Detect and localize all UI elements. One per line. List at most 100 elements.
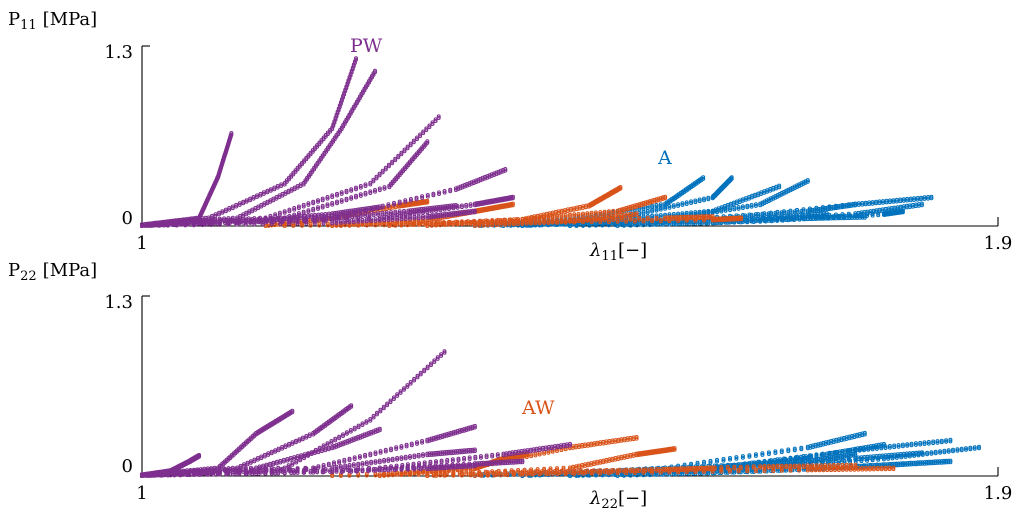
data-point [870, 200, 875, 205]
y-tick-label-bottom-max: 1.3 [104, 292, 133, 313]
data-point [905, 196, 910, 201]
data-point [786, 209, 791, 214]
data-point [753, 203, 758, 208]
data-point [769, 210, 773, 215]
data-point [710, 209, 715, 214]
data-point [702, 210, 706, 215]
data-point [876, 213, 881, 218]
data-point [833, 206, 838, 211]
data-point [658, 207, 663, 212]
data-point [766, 211, 771, 216]
data-point [766, 212, 771, 217]
data-point [887, 200, 892, 205]
data-point [729, 175, 734, 180]
data-marks-top [140, 56, 934, 228]
data-point [881, 199, 885, 204]
data-point [856, 202, 861, 207]
data-point [894, 197, 899, 202]
data-point [898, 199, 903, 204]
data-point [740, 206, 745, 210]
data-point [693, 200, 698, 205]
data-point [701, 175, 706, 180]
data-point [702, 198, 706, 203]
data-point [749, 204, 754, 209]
data-point [919, 197, 923, 202]
y-axis-label-bottom: P22 [MPa] [8, 260, 97, 284]
data-point [765, 189, 770, 194]
data-point [929, 196, 934, 201]
data-point [667, 205, 672, 210]
data-point [658, 213, 663, 218]
data-point [922, 195, 927, 200]
data-point [805, 178, 810, 183]
curve-pw-2 [140, 68, 377, 228]
data-point [641, 209, 646, 214]
data-point [701, 176, 706, 181]
data-point [658, 202, 663, 207]
data-point [870, 213, 875, 218]
data-point [777, 183, 782, 188]
data-point [929, 194, 934, 199]
data-point [825, 207, 830, 212]
curve-pw-1 [140, 56, 358, 228]
data-point [676, 203, 681, 208]
y-tick-label-top-max: 1.3 [104, 42, 133, 63]
series-pw [140, 56, 515, 228]
data-point [680, 202, 685, 207]
data-point [719, 207, 724, 212]
data-point [870, 201, 875, 206]
data-point [877, 199, 882, 204]
data-point [773, 210, 778, 215]
data-marks-bottom [140, 349, 981, 478]
data-point [689, 212, 694, 217]
data-point [650, 213, 655, 218]
x-tick-label-bottom-max: 1.9 [984, 483, 1013, 504]
data-point [827, 207, 832, 211]
data-point [728, 206, 732, 211]
data-point [729, 176, 734, 181]
data-point [684, 202, 689, 206]
data-point [876, 211, 881, 216]
data-point [846, 204, 851, 209]
data-point [773, 212, 778, 217]
data-point [749, 203, 754, 207]
data-point [836, 205, 840, 210]
data-point [654, 203, 659, 207]
x-tick-label-top-min: 1 [136, 233, 147, 254]
data-point [723, 207, 728, 212]
data-point [693, 198, 698, 203]
x-axis-label-bottom: λ22[−] [589, 488, 647, 512]
data-point [870, 212, 875, 216]
data-point [706, 197, 711, 202]
data-point [689, 199, 694, 204]
data-point [663, 205, 668, 210]
data-point [684, 200, 689, 205]
data-point [838, 205, 843, 210]
data-point [856, 201, 861, 206]
data-point [898, 197, 903, 202]
y-tick-label-bottom-min: 0 [122, 456, 133, 477]
data-point [919, 203, 924, 208]
data-point [740, 204, 745, 209]
data-point [745, 205, 750, 210]
data-point [853, 203, 858, 208]
data-point [831, 206, 836, 211]
data-point [922, 196, 927, 201]
data-point [753, 213, 758, 218]
data-point [792, 209, 797, 214]
data-point [706, 209, 711, 214]
data-point [645, 208, 650, 213]
data-point [689, 210, 694, 215]
data-point [919, 195, 923, 200]
panel-top: P11 [MPa] 1.3 0 1 1.9 λ11[−] PW A [8, 9, 1012, 264]
annotation-a: A [657, 147, 672, 169]
data-point [650, 203, 655, 208]
data-point [900, 208, 905, 213]
data-point [853, 201, 858, 206]
data-point [894, 199, 899, 204]
data-point [842, 204, 847, 209]
data-point [919, 201, 924, 206]
data-point [654, 204, 659, 209]
data-point [912, 196, 917, 201]
